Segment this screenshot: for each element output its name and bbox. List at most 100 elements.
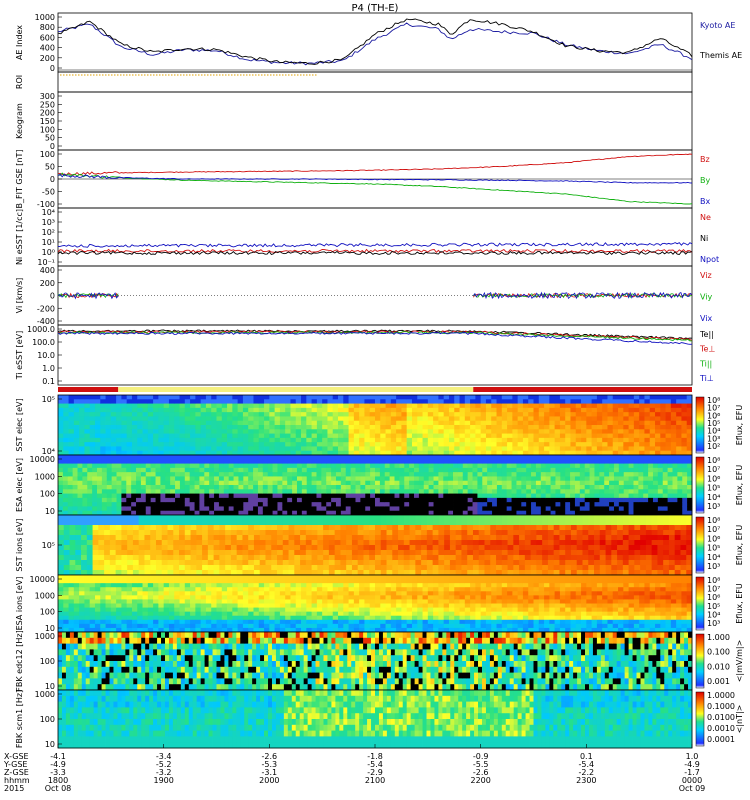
heatmap-cell	[175, 497, 181, 503]
heatmap-cell	[540, 485, 547, 490]
heatmap-cell	[257, 502, 264, 507]
heatmap-cell	[628, 489, 634, 494]
heatmap-cell	[565, 472, 571, 477]
heatmap-cell	[262, 476, 269, 482]
heatmap-cell	[492, 510, 498, 516]
heatmap-cell	[100, 403, 106, 409]
heatmap-cell	[174, 407, 180, 413]
heatmap-cell	[335, 502, 342, 507]
legend-entry-npot: Npot	[700, 255, 719, 264]
heatmap-cell	[77, 489, 83, 494]
heatmap-cell	[542, 540, 549, 546]
heatmap-cell	[355, 485, 361, 490]
heatmap-cell	[549, 437, 556, 443]
heatmap-cell	[432, 525, 439, 531]
heatmap-cell	[150, 472, 156, 477]
heatmap-cell	[511, 467, 517, 473]
heatmap-cell	[204, 485, 210, 490]
y-axis-label: SST ions [eV]	[15, 518, 24, 571]
heatmap-cell	[427, 442, 434, 447]
heatmap-cell	[253, 450, 260, 456]
heatmap-cell	[409, 555, 416, 561]
heatmap-cell	[686, 420, 693, 426]
heatmap-cell	[225, 515, 232, 521]
heatmap-cell	[645, 525, 653, 531]
heatmap-cell	[432, 570, 439, 576]
heatmap-cell	[665, 425, 672, 430]
heatmap-cell	[98, 515, 105, 521]
heatmap-cell	[209, 493, 215, 499]
heatmap-cell	[204, 476, 210, 482]
heatmap-cell	[127, 515, 134, 521]
heatmap-cell	[155, 510, 161, 516]
heatmap-cell	[355, 489, 361, 494]
heatmap-cell	[248, 425, 254, 430]
heatmap-cell	[200, 429, 207, 434]
heatmap-cell	[87, 485, 93, 490]
heatmap-cell	[506, 463, 512, 469]
heatmap-cell	[628, 485, 634, 490]
heatmap-cell	[68, 416, 75, 422]
y-tick-label: 10.0	[37, 351, 55, 360]
heatmap-cell	[496, 506, 503, 512]
heatmap-cell	[160, 510, 166, 516]
heatmap-cell	[292, 502, 298, 507]
heatmap-cell	[184, 395, 191, 400]
heatmap-cell	[264, 433, 270, 439]
heatmap-cell	[327, 446, 334, 452]
heatmap-cell	[199, 489, 205, 494]
heatmap-cell	[173, 555, 180, 561]
heatmap-cell	[406, 446, 413, 452]
heatmap-cell	[501, 525, 508, 531]
heatmap-cell	[545, 510, 551, 516]
heatmap-cell	[253, 550, 261, 556]
heatmap-cell	[253, 446, 260, 452]
heatmap-cell	[604, 510, 610, 516]
heatmap-cell	[184, 506, 191, 512]
heatmap-cell	[153, 433, 159, 439]
heatmap-cell	[209, 455, 215, 460]
colorbar-tick-label: 10³	[707, 502, 720, 511]
heatmap-cell	[365, 455, 371, 460]
heatmap-cell	[58, 493, 64, 499]
heatmap-cell	[258, 416, 265, 422]
heatmap-cell	[184, 425, 191, 430]
heatmap-cell	[628, 399, 635, 404]
heatmap-cell	[375, 450, 381, 456]
heatmap-cell	[167, 520, 174, 526]
heatmap-cell	[570, 399, 577, 404]
heatmap-cell	[110, 429, 117, 434]
heatmap-cell	[364, 412, 371, 417]
heatmap-cell	[58, 450, 64, 456]
heatmap-cell	[375, 560, 382, 566]
heatmap-cell	[584, 510, 590, 516]
heatmap-cell	[639, 412, 645, 417]
heatmap-cell	[672, 476, 678, 482]
heatmap-cell	[116, 420, 122, 426]
heatmap-cell	[618, 510, 625, 516]
heatmap-cell	[607, 437, 614, 443]
heatmap-cell	[179, 545, 186, 551]
heatmap-cell	[599, 502, 605, 507]
heatmap-cell	[480, 395, 487, 400]
heatmap-cell	[459, 403, 466, 409]
heatmap-cell	[602, 399, 608, 404]
heatmap-cell	[461, 565, 468, 571]
heatmap-cell	[138, 540, 145, 546]
heatmap-cell	[79, 407, 85, 413]
heatmap-cell	[633, 497, 639, 503]
heatmap-cell	[660, 399, 666, 404]
heatmap-cell	[644, 416, 651, 422]
series-line-vix	[57, 292, 119, 300]
heatmap-cell	[655, 395, 661, 400]
heatmap-cell	[501, 565, 508, 571]
heatmap-cell	[389, 476, 395, 482]
heatmap-cell	[379, 502, 386, 507]
heatmap-cell	[554, 433, 561, 439]
heatmap-cell	[292, 489, 298, 494]
heatmap-cell	[248, 463, 254, 469]
heatmap-cell	[380, 450, 386, 456]
heatmap-cell	[277, 545, 284, 551]
heatmap-cell	[648, 463, 654, 469]
heatmap-cell	[306, 506, 312, 512]
